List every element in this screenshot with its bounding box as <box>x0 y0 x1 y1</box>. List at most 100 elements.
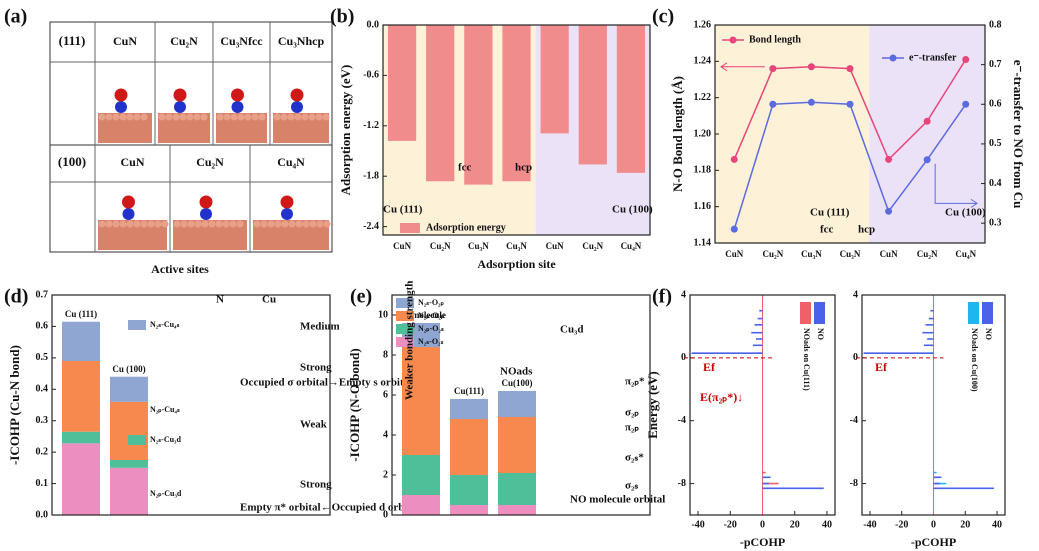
y-tick-label: -2.4 <box>363 221 379 232</box>
x-tick-label: -40 <box>863 519 876 530</box>
bar-segment <box>450 505 488 515</box>
copper-atom <box>180 220 188 228</box>
n-atom <box>122 208 135 220</box>
point <box>846 100 854 108</box>
y-tick-label: 0.0 <box>36 509 49 520</box>
annotation: NOads <box>500 366 533 378</box>
copper-atom <box>126 220 134 228</box>
legend-label: N₂ₚ-O₂ₛ <box>418 324 444 333</box>
n-atom <box>281 208 293 220</box>
plot-frame <box>382 24 651 236</box>
y-tick-label: 0.6 <box>36 321 49 332</box>
n-atom <box>174 101 186 113</box>
annotation: hcp <box>858 224 875 236</box>
x-tick-label: Cu₂N <box>917 249 938 259</box>
copper-atom <box>244 113 252 121</box>
copper-atom <box>173 220 181 228</box>
copper-atom <box>267 220 275 228</box>
x-tick-label: 20 <box>960 519 970 530</box>
point <box>730 155 738 163</box>
y-tick-label: -8 <box>850 478 858 489</box>
point <box>923 156 931 164</box>
legend-label: NO <box>984 328 993 340</box>
panel-a-frame <box>49 21 333 253</box>
y-tick-label: 0.0 <box>367 19 380 30</box>
x-tick-label: Cu₃N <box>801 249 822 259</box>
y-tick-label: 0.2 <box>36 446 49 457</box>
copper-atom <box>193 113 201 121</box>
x-tick-label: 40 <box>992 519 1002 530</box>
copper-atom <box>316 220 324 228</box>
x-axis-label: -pCOHP <box>911 535 956 549</box>
copper-atom <box>172 113 180 121</box>
bar-segment <box>402 455 440 495</box>
annotation: Medium <box>300 321 340 333</box>
category-label: NO molecule <box>396 310 446 320</box>
bar-segment <box>450 475 488 505</box>
bar-segment <box>450 399 488 419</box>
x-tick-label: Cu₂N <box>763 249 784 259</box>
legend-swatch <box>396 337 414 347</box>
x-axis-label: Adsorption site <box>477 257 556 271</box>
o-atom <box>199 195 213 209</box>
annotation: Cu₃d <box>560 324 583 336</box>
copper-atom <box>258 113 266 121</box>
copper-atom <box>230 113 238 121</box>
bar <box>387 25 417 141</box>
x-tick-label: CuN <box>393 241 412 251</box>
y-tick-label: 0.4 <box>36 384 49 395</box>
x-axis-label: -pCOHP <box>740 535 785 549</box>
y-axis-label: Energy (eV) <box>645 371 660 439</box>
annotation: Occupied σ orbital→Empty s orbital <box>240 377 412 389</box>
copper-atom <box>309 220 317 228</box>
copper-atom <box>119 220 127 228</box>
copper-atom <box>133 113 141 121</box>
point <box>962 56 970 64</box>
legend-swatch <box>128 405 146 415</box>
legend-label: N₂ₚ-O₂ₚ <box>418 311 445 320</box>
copper-atom <box>112 220 120 228</box>
panel-label: (c) <box>652 6 674 28</box>
category-label: Cu (111) <box>65 309 97 319</box>
y-tick-label: 1.18 <box>694 165 712 176</box>
legend-swatch <box>396 324 414 334</box>
copper-atom <box>186 113 194 121</box>
annotation: Cu (100) <box>945 207 986 219</box>
annotation: E(π₂ₚ*)↓ <box>700 390 743 404</box>
chart: (c) 1.14 1.16 1.18 1.20 1.22 1.24 1.26 0.3 0.4 0.5… <box>652 6 1026 259</box>
legend-label: NOads on Cu(100) <box>970 328 979 392</box>
copper-atom <box>147 220 155 228</box>
legend-swatch <box>968 302 979 324</box>
x-tick-label: Cu₂N <box>430 241 451 251</box>
x-tick-label: 0 <box>931 519 936 530</box>
copper-atom <box>133 220 141 228</box>
y-tick-label: -1.8 <box>363 170 379 181</box>
copper-atom <box>179 113 187 121</box>
y2-tick-label: 0.7 <box>989 59 1002 70</box>
point <box>962 100 970 108</box>
y-tick-label: 0 <box>853 352 858 363</box>
legend-swatch <box>400 223 420 233</box>
arrow <box>720 62 765 72</box>
y-tick-label: 1.14 <box>694 237 712 248</box>
copper-atom <box>119 113 127 121</box>
plot-frame <box>391 294 651 516</box>
x-tick-label: -20 <box>724 519 737 530</box>
x-tick-label: 0 <box>760 519 765 530</box>
facet-label: (100) <box>58 154 86 169</box>
copper-atom <box>287 113 295 121</box>
y-tick-label: 0 <box>681 352 686 363</box>
annotation: Strong <box>300 479 332 491</box>
point <box>807 63 815 71</box>
annotation: σ₂ₛ <box>625 480 638 492</box>
plot-frame <box>51 294 331 516</box>
bar-segment <box>62 431 100 444</box>
y-tick-label: 1.20 <box>694 128 712 139</box>
copper-atom <box>126 113 134 121</box>
o-atom <box>122 195 135 209</box>
legend-label: N₂ₛ-O₂ₚ <box>418 298 444 307</box>
o-atom <box>173 88 187 102</box>
copper-atom <box>260 220 268 228</box>
